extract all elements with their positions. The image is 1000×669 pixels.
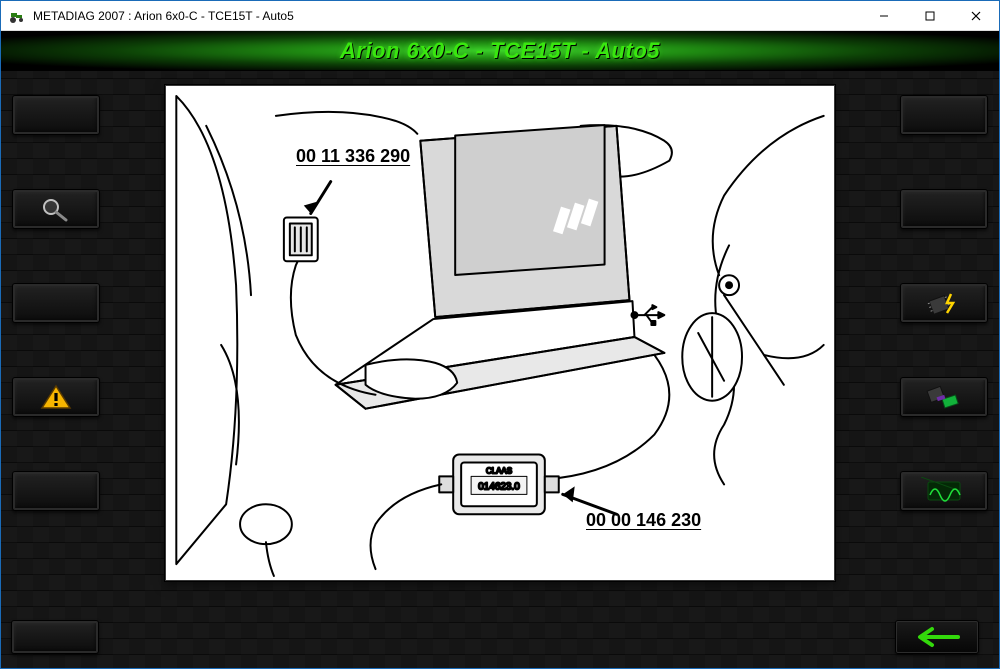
back-button[interactable] [895, 620, 979, 654]
magnifier-icon [36, 195, 76, 223]
oscilloscope-icon [921, 477, 967, 505]
tractor-icon [5, 8, 29, 24]
window-controls [861, 1, 999, 30]
right-btn-scope[interactable] [900, 471, 988, 511]
chip-lightning-icon [921, 289, 967, 317]
left-btn-5[interactable] [12, 471, 100, 511]
arrow-left-icon [912, 626, 962, 648]
right-button-column [889, 71, 999, 668]
left-btn-warning[interactable] [12, 377, 100, 417]
right-btn-chip-flash[interactable] [900, 283, 988, 323]
left-button-column [1, 71, 111, 668]
chip-green-icon [921, 383, 967, 411]
part-label-b: 00 00 146 230 [586, 510, 701, 531]
maximize-button[interactable] [907, 1, 953, 30]
left-btn-3[interactable] [12, 283, 100, 323]
adapter-code-text: 014623.0 [478, 481, 520, 492]
application-window: METADIAG 2007 : Arion 6x0-C - TCE15T - A… [0, 0, 1000, 669]
left-btn-1[interactable] [12, 95, 100, 135]
right-btn-1[interactable] [900, 95, 988, 135]
page-title: Arion 6x0-C - TCE15T - Auto5 [340, 38, 660, 64]
adapter-brand-text: CLAAS [486, 466, 512, 475]
window-titlebar: METADIAG 2007 : Arion 6x0-C - TCE15T - A… [1, 1, 999, 31]
center-panel: CLAAS 014623.0 [111, 71, 889, 668]
content-row: CLAAS 014623.0 [1, 71, 999, 668]
left-btn-search[interactable] [12, 189, 100, 229]
part-label-a: 00 11 336 290 [296, 146, 410, 167]
warning-icon [36, 383, 76, 411]
app-body: Arion 6x0-C - TCE15T - Auto5 [1, 31, 999, 668]
right-btn-2[interactable] [900, 189, 988, 229]
window-title: METADIAG 2007 : Arion 6x0-C - TCE15T - A… [33, 9, 294, 23]
header-banner: Arion 6x0-C - TCE15T - Auto5 [1, 31, 999, 71]
connection-diagram: CLAAS 014623.0 [165, 85, 835, 581]
bottom-left-btn[interactable] [11, 620, 99, 654]
close-button[interactable] [953, 1, 999, 30]
right-btn-chip-link[interactable] [900, 377, 988, 417]
minimize-button[interactable] [861, 1, 907, 30]
